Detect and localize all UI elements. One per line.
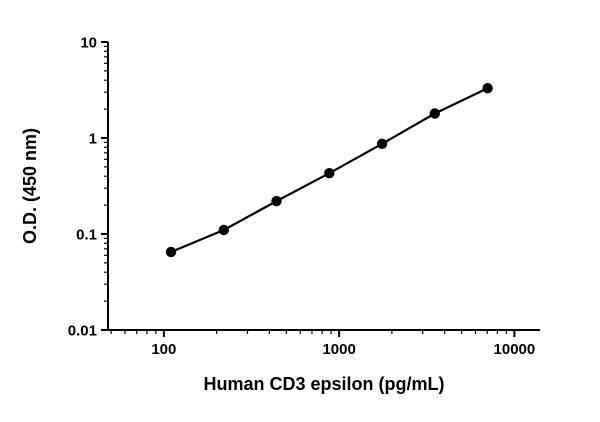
y-tick-label: 0.01 — [68, 323, 97, 340]
y-tick-label: 0.1 — [76, 227, 97, 244]
y-tick-label: 10 — [80, 35, 97, 52]
x-axis-title: Human CD3 epsilon (pg/mL) — [203, 374, 444, 394]
x-tick-label: 100 — [151, 341, 176, 358]
y-axis-title: O.D. (450 nm) — [20, 128, 40, 244]
data-point — [429, 108, 440, 119]
data-point — [324, 168, 335, 179]
data-point — [482, 83, 493, 94]
data-point — [165, 246, 177, 258]
x-tick-label: 10000 — [494, 341, 536, 358]
data-point — [271, 195, 282, 207]
data-point — [376, 138, 388, 149]
y-tick-label: 1 — [89, 131, 97, 148]
x-tick-label: 1000 — [322, 341, 355, 358]
data-point — [218, 224, 229, 236]
